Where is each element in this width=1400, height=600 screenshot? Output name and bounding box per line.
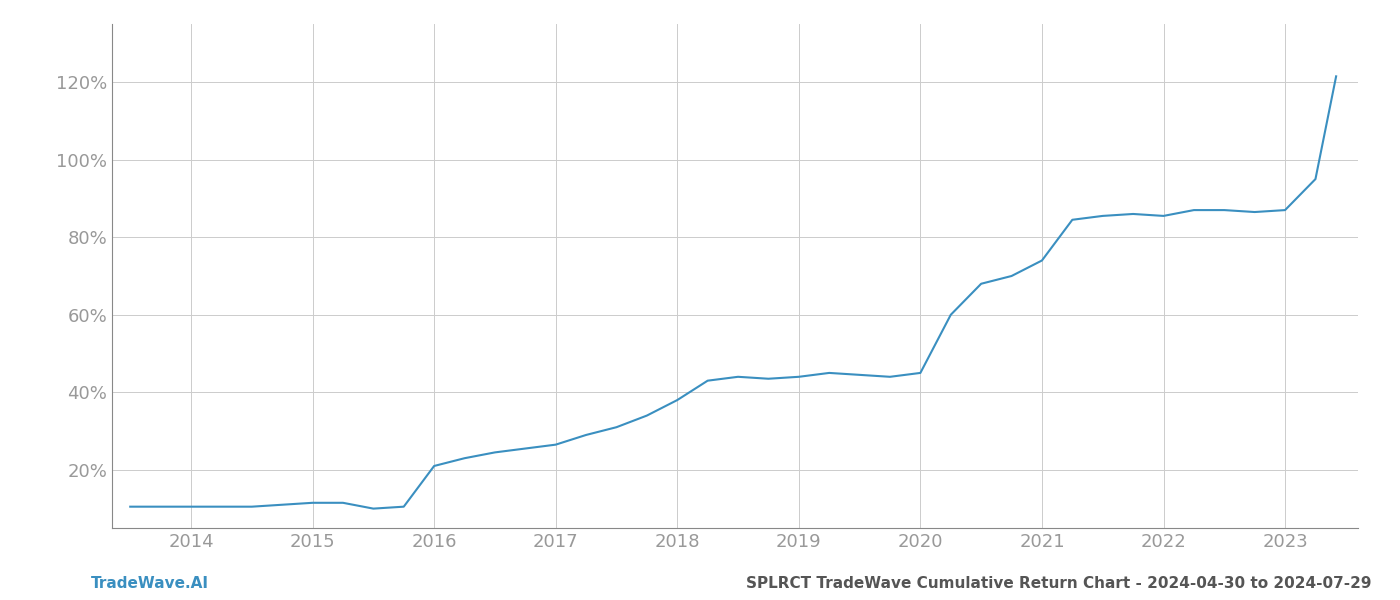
Text: SPLRCT TradeWave Cumulative Return Chart - 2024-04-30 to 2024-07-29: SPLRCT TradeWave Cumulative Return Chart… <box>746 576 1372 591</box>
Text: TradeWave.AI: TradeWave.AI <box>91 576 209 591</box>
